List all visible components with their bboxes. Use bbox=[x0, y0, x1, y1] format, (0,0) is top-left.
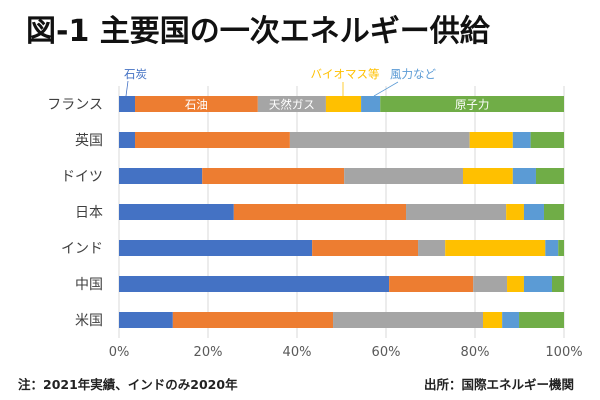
bar-segment bbox=[506, 204, 524, 220]
bar-segment bbox=[389, 276, 474, 292]
callout-leader-line bbox=[125, 80, 129, 97]
x-tick-label: 0% bbox=[109, 345, 130, 360]
x-tick-label: 60% bbox=[372, 345, 401, 360]
bar-segment bbox=[545, 240, 559, 256]
bar-segment bbox=[202, 168, 345, 184]
bar-segment bbox=[233, 204, 407, 220]
segment-label: 原子力 bbox=[455, 98, 490, 112]
segment-label: 石油 bbox=[185, 98, 208, 112]
y-category-label: ドイツ bbox=[61, 169, 103, 185]
bar-segment bbox=[418, 240, 446, 256]
bar-segment bbox=[462, 168, 513, 184]
y-category-label: インド bbox=[61, 241, 103, 257]
bar-segment bbox=[535, 168, 564, 184]
bar-segment bbox=[507, 276, 524, 292]
bar-segment bbox=[530, 132, 564, 148]
bar-segment bbox=[543, 204, 564, 220]
y-category-label: 中国 bbox=[75, 277, 103, 293]
bar-segment bbox=[135, 132, 290, 148]
bar-segment bbox=[119, 204, 234, 220]
x-tick-label: 80% bbox=[461, 345, 490, 360]
bar-segment bbox=[119, 312, 173, 328]
chart-title: 図-1 主要国の一次エネルギー供給 bbox=[26, 14, 490, 49]
bar-segment bbox=[119, 240, 313, 256]
bar-segment bbox=[483, 312, 503, 328]
bar-segment bbox=[523, 276, 552, 292]
bar-segment bbox=[119, 168, 203, 184]
bar-segment bbox=[289, 132, 470, 148]
bar-segment bbox=[135, 96, 258, 112]
callout-leader-line bbox=[373, 81, 399, 97]
y-category-label: フランス bbox=[47, 97, 103, 113]
bar-segment bbox=[325, 96, 362, 112]
bar-segment bbox=[523, 204, 544, 220]
bar-segment bbox=[257, 96, 326, 112]
bar-segment bbox=[172, 312, 334, 328]
bar-segment bbox=[551, 276, 564, 292]
bar-segment bbox=[344, 168, 463, 184]
x-tick-label: 100% bbox=[545, 345, 582, 360]
bar-segment bbox=[119, 276, 390, 292]
x-tick-label: 40% bbox=[283, 345, 312, 360]
bar-segment bbox=[519, 312, 564, 328]
bar-segment bbox=[502, 312, 520, 328]
bar-segment bbox=[361, 96, 381, 112]
callout-label: 風力など bbox=[390, 67, 436, 81]
bar-segment bbox=[119, 96, 136, 112]
callout-label: 石炭 bbox=[124, 67, 147, 81]
y-category-label: 英国 bbox=[75, 132, 103, 149]
bar-segment bbox=[469, 132, 513, 148]
bar-segment bbox=[512, 168, 536, 184]
bar-segment bbox=[380, 96, 564, 112]
segment-label: 天然ガス bbox=[269, 98, 315, 112]
bar-segment bbox=[119, 132, 136, 148]
x-tick-label: 20% bbox=[194, 345, 223, 360]
y-category-label: 米国 bbox=[75, 313, 103, 329]
bar-segment bbox=[558, 240, 564, 256]
bar-segment bbox=[406, 204, 507, 220]
bar-segment bbox=[445, 240, 546, 256]
bar-segment bbox=[473, 276, 508, 292]
bar-segment bbox=[333, 312, 484, 328]
footnote: 注：2021年実績、インドのみ2020年 bbox=[18, 377, 238, 392]
bar-segment bbox=[512, 132, 531, 148]
source-credit: 出所：国際エネルギー機関 bbox=[423, 377, 574, 392]
callout-label: バイオマス等 bbox=[311, 67, 380, 81]
bar-segment bbox=[312, 240, 419, 256]
y-category-label: 日本 bbox=[75, 205, 103, 221]
